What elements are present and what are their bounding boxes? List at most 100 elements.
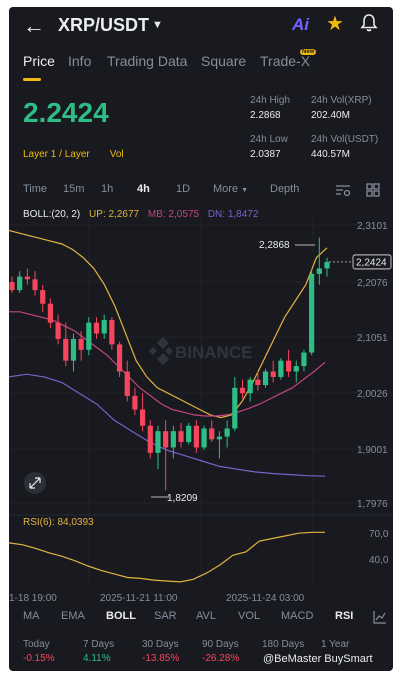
boll-label: BOLL:(20, 2): [23, 209, 81, 220]
back-arrow-icon[interactable]: ←: [23, 13, 45, 38]
candle-body: [140, 409, 146, 426]
x-axis-label: 2025-11-21 11:00: [100, 593, 178, 604]
boll-dn-value: DN: 1,8472: [207, 209, 259, 220]
perf-label: 90 Days: [202, 639, 239, 650]
current-price-tag: [352, 254, 392, 270]
ind-tab-rsi[interactable]: RSI: [335, 610, 354, 622]
ind-tab-vol[interactable]: VOL: [238, 610, 261, 622]
caret-down-icon: ▼: [152, 19, 163, 31]
candle-body: [309, 273, 315, 353]
tf-more[interactable]: More ▼: [213, 183, 248, 195]
y-tick: 2,0026: [357, 389, 388, 400]
indicator-tabs: MA EMA BOLL SAR AVL VOL MACD RSI: [9, 610, 393, 630]
indicator-settings-icon[interactable]: [335, 183, 351, 197]
candle-body: [293, 366, 299, 372]
pair-selector[interactable]: XRP/USDT ▼: [58, 15, 163, 36]
category-tags: Layer 1 / Layer Vol: [23, 149, 144, 160]
candle-body: [55, 322, 61, 339]
ind-tab-boll[interactable]: BOLL: [106, 610, 136, 622]
perf-label: 1 Year: [321, 639, 350, 650]
vol-xrp-value: 202.40M: [311, 110, 350, 121]
rsi-tick: 40,0: [369, 555, 389, 566]
candle-body: [201, 428, 207, 448]
pair-title: XRP/USDT: [58, 15, 150, 35]
candle-body: [47, 303, 54, 323]
tag-layer[interactable]: Layer 1 / Layer: [23, 149, 90, 160]
section-tabs: Price Info Trading Data Square Trade-X: [23, 53, 393, 83]
candle-body: [262, 371, 269, 386]
ind-tab-ema[interactable]: EMA: [61, 610, 85, 622]
chart-grid: [9, 217, 393, 587]
chart-line-icon[interactable]: [373, 610, 387, 624]
low-value: 2.0387: [250, 149, 281, 160]
vol-usdt-value: 440.57M: [311, 149, 350, 160]
high-marker-label: 2,2868: [259, 240, 290, 251]
candle-body: [9, 282, 15, 291]
tab-square[interactable]: Square: [201, 53, 247, 69]
rsi-line: [9, 531, 325, 583]
layout-grid-icon[interactable]: [366, 183, 380, 197]
ind-tab-ma[interactable]: MA: [23, 610, 40, 622]
candlesticks: [9, 237, 330, 491]
tf-time[interactable]: Time: [23, 183, 48, 195]
candle-body: [239, 387, 246, 394]
candle-body: [132, 395, 138, 410]
ind-tab-avl[interactable]: AVL: [196, 610, 216, 622]
tag-vol[interactable]: Vol: [109, 149, 124, 160]
candle-body: [40, 290, 46, 304]
perf-value: -13.85%: [142, 653, 180, 664]
bell-icon[interactable]: [359, 13, 379, 33]
ind-tab-macd[interactable]: MACD: [281, 610, 314, 622]
y-tick: 2,3101: [357, 221, 388, 232]
tab-trading-data[interactable]: Trading Data: [107, 53, 188, 69]
tab-info[interactable]: Info: [68, 53, 92, 69]
source-watermark: @BeMaster BuySmart: [259, 653, 377, 665]
y-tick: 2,2076: [357, 278, 388, 289]
candle-body: [278, 360, 284, 377]
rsi-label: RSI(6): 84,0393: [23, 517, 94, 528]
perf-label: Today: [23, 639, 50, 650]
candle-body: [63, 338, 69, 361]
perf-label: 30 Days: [142, 639, 179, 650]
price-chart[interactable]: BINANCE 2,3101 2,2076 2,1051 2,0026 1,90…: [9, 207, 393, 607]
expand-icon[interactable]: [24, 472, 46, 494]
tf-1d[interactable]: 1D: [176, 183, 191, 195]
candle-body: [147, 425, 153, 453]
candle-body: [17, 276, 23, 291]
y-tick: 1,9001: [357, 445, 388, 456]
candle-body: [101, 319, 107, 334]
tab-price[interactable]: Price: [23, 53, 55, 69]
low-marker-label: 1,8209: [167, 493, 198, 504]
tf-15m[interactable]: 15m: [63, 183, 85, 195]
boll-lower-line: [9, 373, 326, 477]
candle-body: [209, 428, 215, 440]
tf-1h[interactable]: 1h: [101, 183, 114, 195]
low-marker: 1,8209: [151, 493, 198, 504]
watermark-logo-text: BINANCE: [175, 343, 252, 362]
perf-value: -0.15%: [23, 653, 55, 664]
x-axis-label: 2025-11-24 03:00: [226, 593, 305, 604]
candle-body: [86, 322, 92, 350]
y-axis: 2,3101 2,2076 2,1051 2,0026 1,9001 1,797…: [357, 221, 388, 510]
star-icon[interactable]: ★: [326, 13, 344, 35]
tf-4h[interactable]: 4h: [137, 183, 150, 195]
candle-body: [186, 425, 192, 443]
vol-xrp-label: 24h Vol(XRP): [311, 95, 372, 106]
boll-up-value: UP: 2,2677: [89, 209, 140, 220]
candle-body: [247, 379, 253, 394]
candle-body: [316, 268, 322, 274]
last-price: 2.2424: [23, 97, 109, 128]
candle-body: [224, 428, 230, 437]
tf-more-label: More: [213, 183, 239, 195]
ai-icon[interactable]: Ai: [292, 15, 309, 34]
ind-tab-sar[interactable]: SAR: [154, 610, 177, 622]
candle-body: [93, 322, 100, 334]
candle-body: [301, 352, 307, 367]
candle-body: [270, 371, 276, 377]
tf-depth[interactable]: Depth: [270, 183, 300, 195]
candle-body: [163, 431, 169, 448]
rsi-tick: 70,0: [369, 529, 389, 540]
candle-body: [124, 371, 130, 396]
tab-trade-x[interactable]: Trade-X: [260, 53, 311, 69]
candle-body: [155, 431, 161, 453]
